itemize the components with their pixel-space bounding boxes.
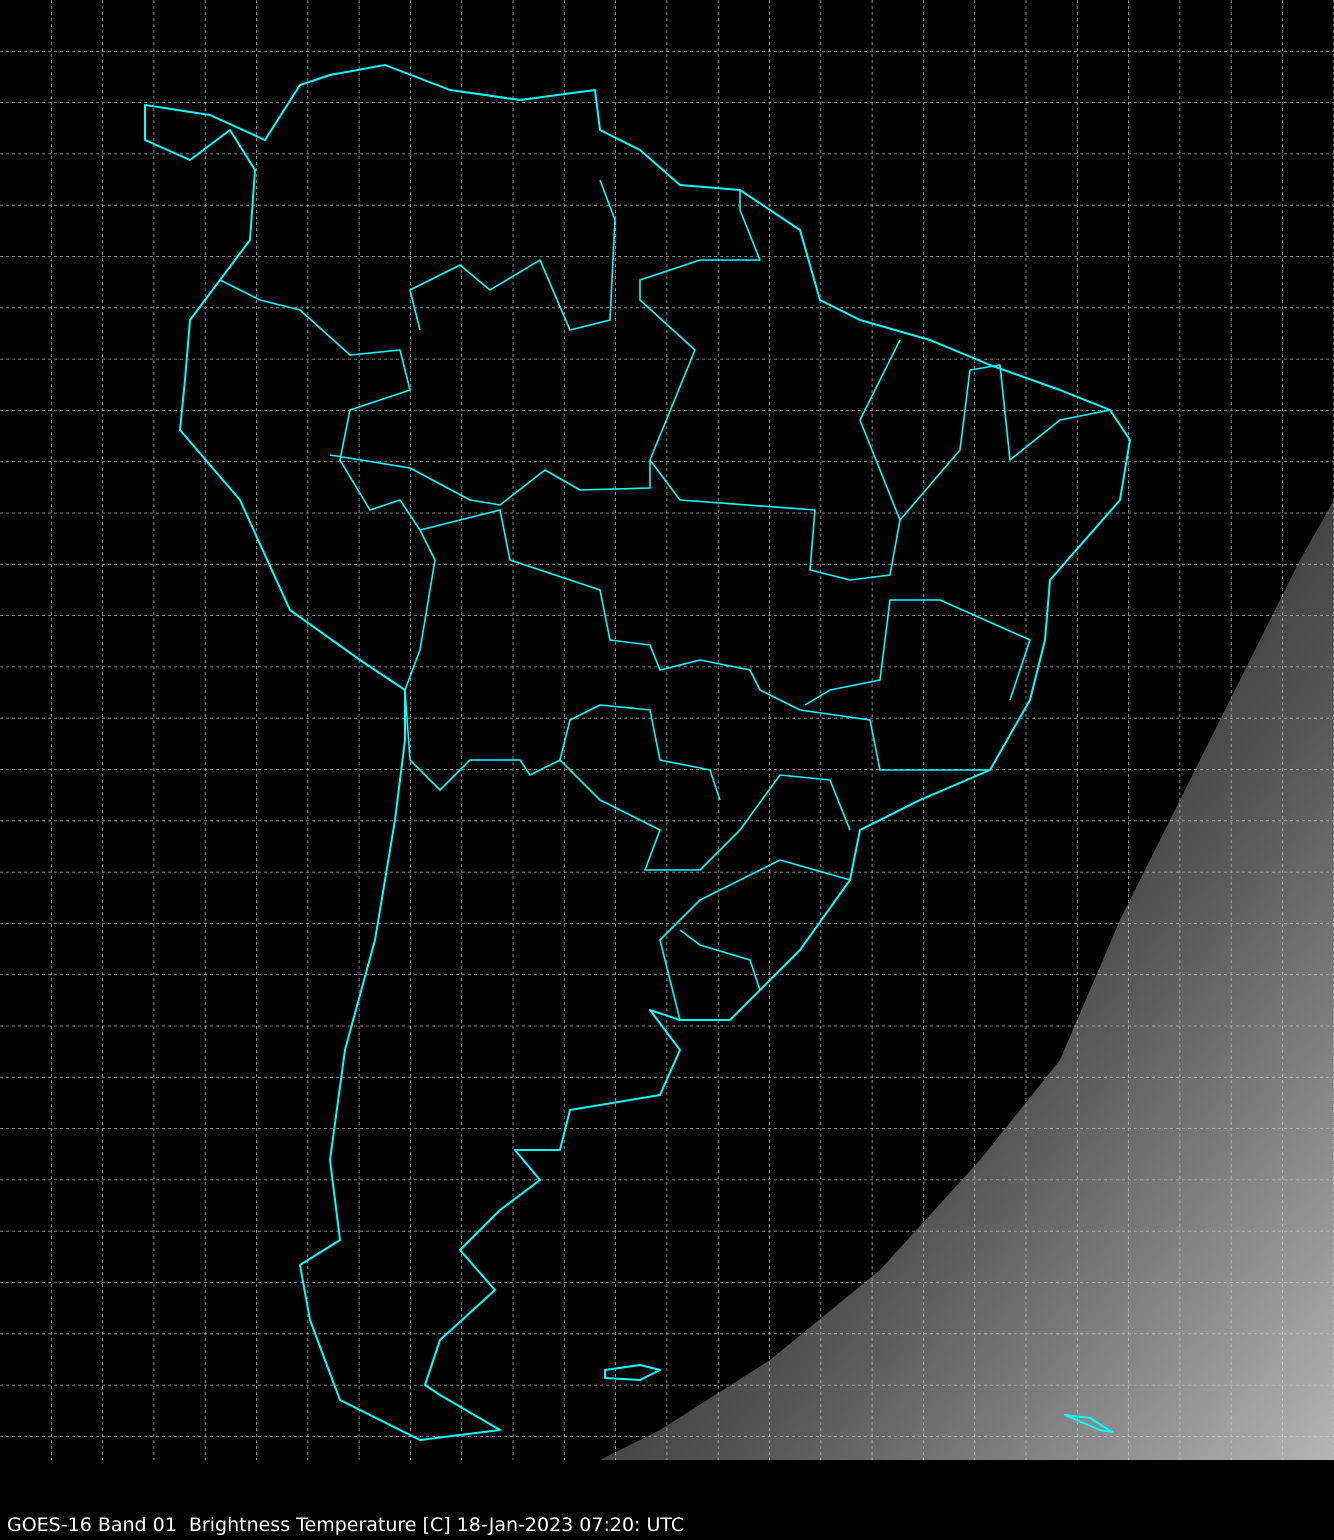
south-america-coastline [144,64,1131,1441]
lat-lon-grid [0,0,1334,1460]
falkland-islands [604,1364,661,1381]
south-georgia-island [1064,1414,1113,1433]
coastlines-and-borders [144,64,1131,1441]
daylight-cloud-region [600,500,1334,1460]
country-borders [219,179,1111,1021]
image-caption: GOES-16 Band 01 Brightness Temperature [… [7,1514,685,1536]
satellite-map [0,0,1334,1460]
